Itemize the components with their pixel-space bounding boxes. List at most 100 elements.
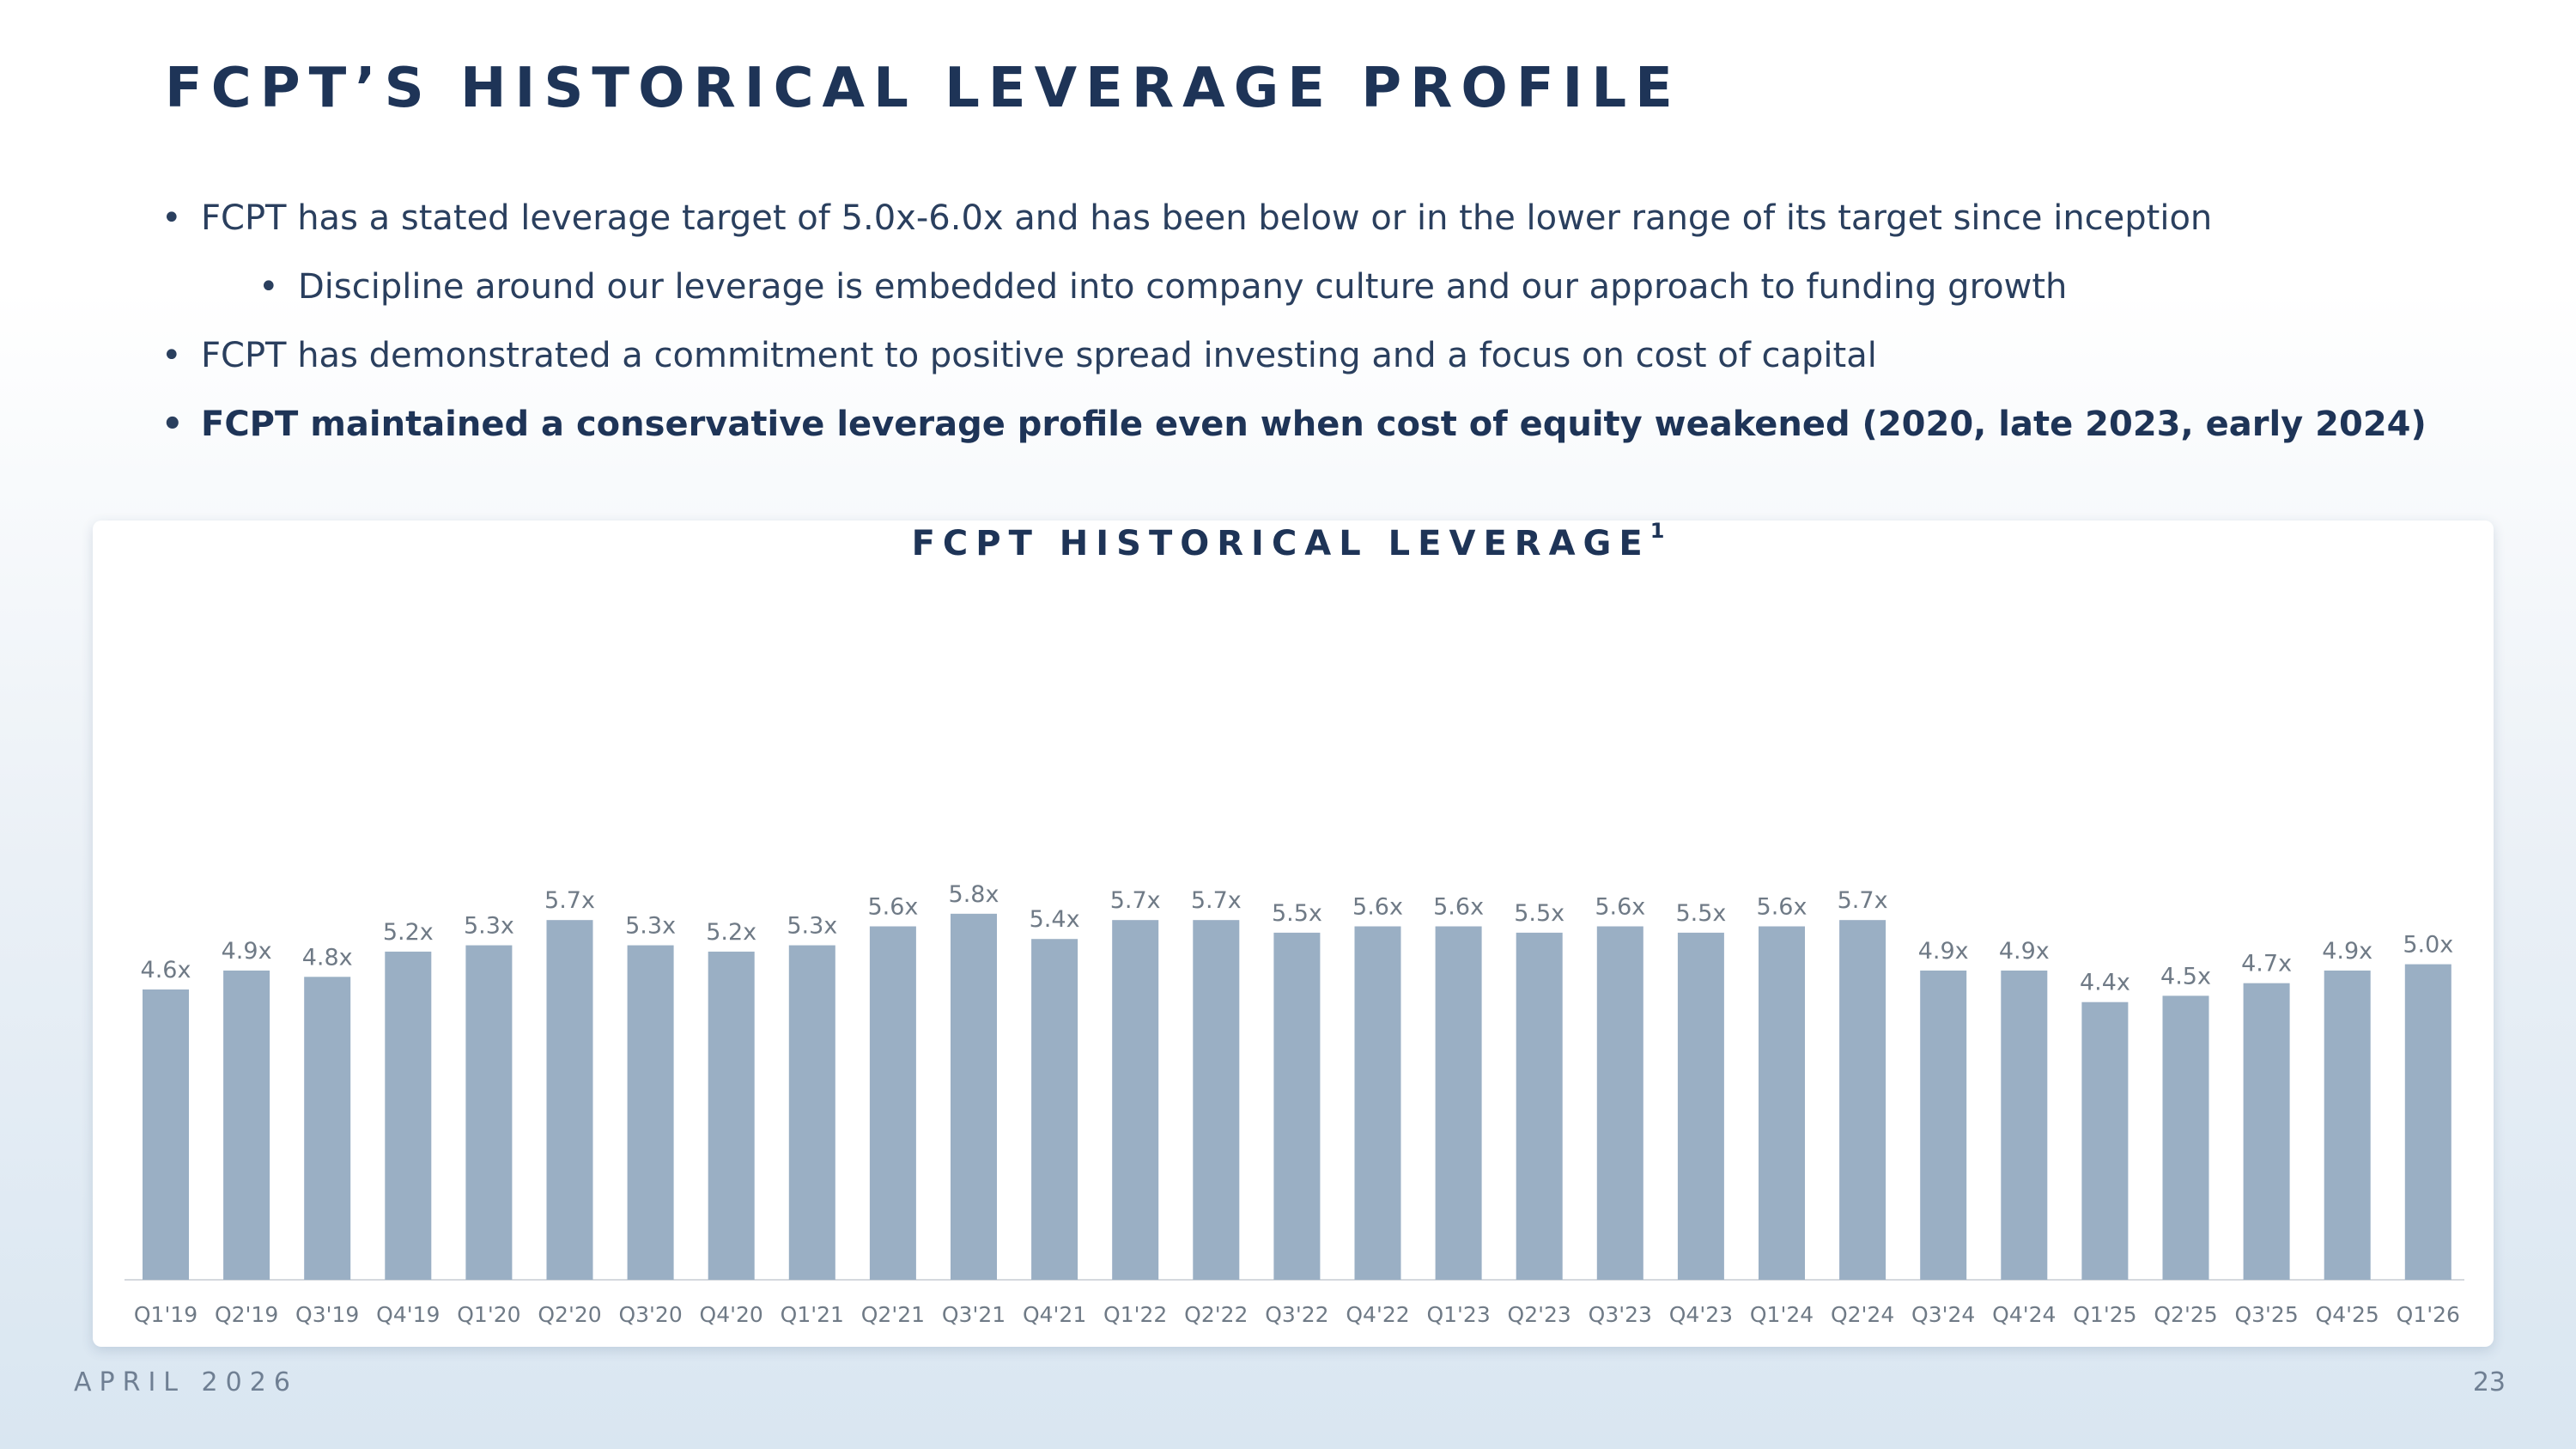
bar-Q2'22 <box>1193 920 1240 1280</box>
bar-Q4'19 <box>385 951 432 1280</box>
x-tick-label-Q4'21: Q4'21 <box>1023 1302 1086 1327</box>
value-label-Q1'20: 5.3x <box>464 913 514 940</box>
value-label-Q3'19: 4.8x <box>302 944 353 971</box>
bar-Q2'24 <box>1839 920 1886 1280</box>
value-label-Q2'19: 4.9x <box>222 938 272 965</box>
slide-title: FCPT’S HISTORICAL LEVERAGE PROFILE <box>165 57 1681 120</box>
bar-Q4'24 <box>2001 970 2048 1280</box>
bar-Q4'20 <box>708 951 755 1280</box>
bar-Q2'25 <box>2162 995 2209 1280</box>
value-label-Q3'20: 5.3x <box>625 913 676 940</box>
bullet-discipline: Discipline around our leverage is embedd… <box>255 253 2528 321</box>
bar-Q2'21 <box>869 926 916 1280</box>
value-label-Q4'20: 5.2x <box>706 919 756 946</box>
bar-Q3'24 <box>1920 970 1967 1280</box>
x-tick-label-Q1'26: Q1'26 <box>2397 1302 2460 1327</box>
bar-Q4'23 <box>1677 932 1724 1280</box>
value-label-Q1'25: 4.4x <box>2080 970 2130 996</box>
x-tick-label-Q4'24: Q4'24 <box>1992 1302 2056 1327</box>
bar-Q2'23 <box>1516 932 1563 1280</box>
value-label-Q1'23: 5.6x <box>1433 894 1484 921</box>
bar-Q1'22 <box>1112 920 1159 1280</box>
x-tick-label-Q2'19: Q2'19 <box>215 1302 278 1327</box>
value-label-Q4'19: 5.2x <box>383 919 434 946</box>
bullet-leverage-target: FCPT has a stated leverage target of 5.0… <box>158 184 2528 253</box>
bullet-list: FCPT has a stated leverage target of 5.0… <box>158 184 2528 459</box>
bar-Q1'26 <box>2404 964 2451 1280</box>
bar-Q1'21 <box>788 945 835 1280</box>
bar-Q2'19 <box>223 970 270 1280</box>
bullet-spread-investing: FCPT has demonstrated a commitment to po… <box>158 321 2528 390</box>
page-number: 23 <box>2472 1367 2506 1397</box>
x-tick-label-Q3'23: Q3'23 <box>1589 1302 1652 1327</box>
bar-Q1'25 <box>2081 1002 2129 1280</box>
chart-title-footnote: 1 <box>1649 519 1665 543</box>
x-tick-label-Q2'21: Q2'21 <box>861 1302 925 1327</box>
x-tick-label-Q3'24: Q3'24 <box>1911 1302 1975 1327</box>
x-tick-label-Q2'24: Q2'24 <box>1831 1302 1894 1327</box>
value-label-Q2'25: 4.5x <box>2160 963 2211 989</box>
bar-Q3'22 <box>1273 932 1321 1280</box>
x-tick-label-Q4'23: Q4'23 <box>1669 1302 1733 1327</box>
bar-Q3'19 <box>304 977 351 1280</box>
value-label-Q2'20: 5.7x <box>544 887 595 914</box>
bar-Q4'21 <box>1031 939 1078 1280</box>
chart-title: FCPT HISTORICAL LEVERAGE1 <box>0 519 2576 563</box>
bullet-conservative-profile: FCPT maintained a conservative leverage … <box>158 390 2528 459</box>
bar-Q3'23 <box>1596 926 1643 1280</box>
value-label-Q2'22: 5.7x <box>1191 887 1242 914</box>
bar-Q4'22 <box>1354 926 1401 1280</box>
x-tick-label-Q1'19: Q1'19 <box>134 1302 197 1327</box>
x-tick-label-Q1'20: Q1'20 <box>457 1302 520 1327</box>
x-tick-label-Q4'22: Q4'22 <box>1346 1302 1409 1327</box>
value-label-Q1'21: 5.3x <box>787 913 837 940</box>
x-tick-label-Q1'24: Q1'24 <box>1750 1302 1814 1327</box>
value-label-Q3'21: 5.8x <box>949 881 999 908</box>
x-tick-label-Q1'21: Q1'21 <box>781 1302 844 1327</box>
chart-title-text: FCPT HISTORICAL LEVERAGE <box>911 524 1650 563</box>
x-tick-label-Q1'23: Q1'23 <box>1426 1302 1490 1327</box>
x-tick-label-Q4'25: Q4'25 <box>2316 1302 2379 1327</box>
value-label-Q4'21: 5.4x <box>1030 906 1080 933</box>
x-tick-label-Q2'25: Q2'25 <box>2154 1302 2217 1327</box>
x-tick-label-Q4'19: Q4'19 <box>376 1302 440 1327</box>
value-label-Q2'24: 5.7x <box>1838 887 1888 914</box>
value-label-Q4'25: 4.9x <box>2322 938 2372 965</box>
value-label-Q1'22: 5.7x <box>1110 887 1161 914</box>
value-label-Q3'22: 5.5x <box>1272 900 1322 927</box>
bar-Q2'20 <box>546 920 593 1280</box>
bar-Q1'23 <box>1435 926 1482 1280</box>
value-labels-group: 4.6x 4.9x 4.8x 5.2x 5.3x 5.7x 5.3x 5.2x 5.3x 5.6x… <box>141 881 2454 996</box>
x-tick-label-Q3'20: Q3'20 <box>618 1302 682 1327</box>
value-label-Q4'22: 5.6x <box>1352 894 1403 921</box>
bar-Q1'24 <box>1759 926 1805 1280</box>
x-tick-label-Q2'23: Q2'23 <box>1508 1302 1571 1327</box>
value-label-Q2'23: 5.5x <box>1514 900 1564 927</box>
x-tick-label-Q1'22: Q1'22 <box>1103 1302 1167 1327</box>
footer-date: APRIL 2026 <box>74 1367 298 1397</box>
value-label-Q3'23: 5.6x <box>1595 894 1645 921</box>
value-label-Q4'24: 4.9x <box>1999 938 2050 965</box>
bar-Q3'25 <box>2243 983 2290 1280</box>
value-label-Q1'26: 5.0x <box>2403 932 2453 959</box>
value-label-Q4'23: 5.5x <box>1675 900 1726 927</box>
x-tick-label-Q4'20: Q4'20 <box>700 1302 763 1327</box>
value-label-Q3'25: 4.7x <box>2241 951 2292 977</box>
x-tick-label-Q2'20: Q2'20 <box>538 1302 601 1327</box>
value-label-Q1'24: 5.6x <box>1757 894 1807 921</box>
bar-Q3'20 <box>627 945 674 1280</box>
x-tick-label-Q1'25: Q1'25 <box>2073 1302 2136 1327</box>
x-tick-label-Q3'25: Q3'25 <box>2234 1302 2298 1327</box>
bar-Q1'19 <box>143 989 189 1280</box>
bar-Q1'20 <box>465 945 513 1280</box>
bar-Q4'25 <box>2324 970 2371 1280</box>
value-label-Q1'19: 4.6x <box>141 957 191 983</box>
value-label-Q2'21: 5.6x <box>867 894 918 921</box>
bars-group <box>143 913 2451 1280</box>
x-tick-label-Q2'22: Q2'22 <box>1184 1302 1248 1327</box>
value-label-Q3'24: 4.9x <box>1918 938 1969 965</box>
x-tick-label-Q3'22: Q3'22 <box>1265 1302 1328 1327</box>
x-axis-labels-group: Q1'19 Q2'19 Q3'19 Q4'19 Q1'20 Q2'20 Q3'20 Q4'20… <box>134 1302 2460 1327</box>
bar-Q3'21 <box>951 913 997 1280</box>
